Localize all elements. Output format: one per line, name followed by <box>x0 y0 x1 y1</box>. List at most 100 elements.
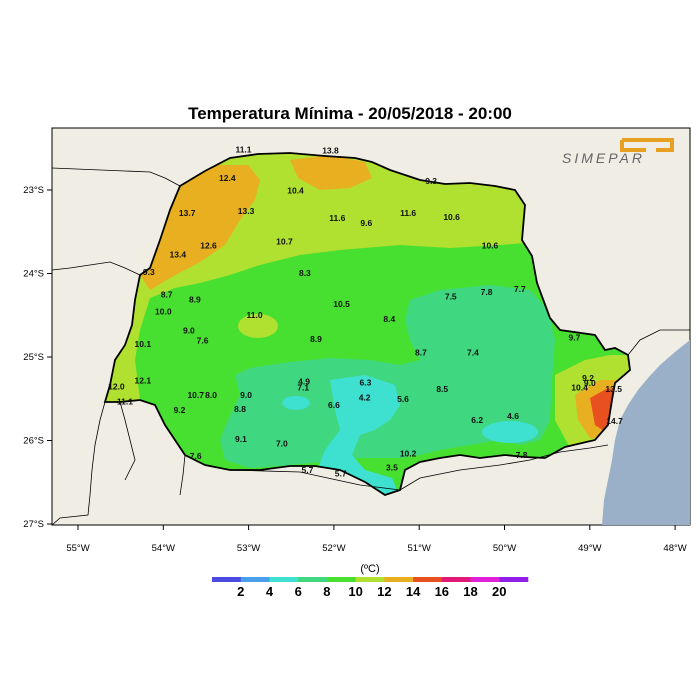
station-value-label: 7.4 <box>467 347 479 357</box>
station-value-label: 6.6 <box>328 400 340 410</box>
station-value-label: 11.6 <box>400 208 416 218</box>
colorbar-swatch <box>212 577 242 582</box>
station-value-label: 7.0 <box>276 438 288 448</box>
station-value-label: 9.0 <box>240 390 252 400</box>
station-value-label: 12.4 <box>219 173 236 183</box>
station-value-label: 12.6 <box>200 240 217 250</box>
station-value-label: 8.7 <box>161 290 173 300</box>
station-value-label: 13.8 <box>322 145 339 155</box>
field-6-8 <box>220 285 555 468</box>
colorbar-swatch <box>499 577 529 582</box>
logo-mark-icon <box>620 138 674 152</box>
station-value-label: 10.5 <box>333 299 350 309</box>
station-value-label: 6.3 <box>360 377 372 387</box>
station-value-label: 5.7 <box>302 465 314 475</box>
field-4-6-south <box>318 375 400 495</box>
station-value-label: 7.8 <box>516 450 528 460</box>
colorbar-tick-label: 10 <box>348 584 362 599</box>
station-value-label: 9.6 <box>360 218 372 228</box>
field-4-6-east <box>482 421 538 443</box>
station-value-label: 10.4 <box>287 185 304 195</box>
station-value-label: 13.7 <box>179 208 196 218</box>
station-value-label: 8.0 <box>205 390 217 400</box>
colorbar-tick-label: 18 <box>463 584 477 599</box>
station-value-label: 7.6 <box>197 336 209 346</box>
station-labels: 11.1 13.8 12.4 10.4 9.3 13.7 13.3 11.6 9.6 11.6 10… <box>108 144 623 478</box>
station-value-label: 11.6 <box>329 213 345 223</box>
field-4-6-west <box>282 396 310 410</box>
station-value-label: 9.7 <box>569 332 581 342</box>
y-tick-label: 24°S <box>23 269 44 280</box>
colorbar-swatch <box>298 577 328 582</box>
station-value-label: 3.5 <box>386 463 398 473</box>
station-value-label: 10.4 <box>571 382 588 392</box>
station-value-label: 7.5 <box>445 291 457 301</box>
map-title: Temperatura Mínima - 20/05/2018 - 20:00 <box>188 104 512 123</box>
boundary-lines <box>52 167 690 525</box>
station-value-label: 7.7 <box>514 284 526 294</box>
colorbar-unit-label: (ºC) <box>360 563 379 575</box>
y-tick-label: 27°S <box>23 519 44 530</box>
station-value-label: 9.0 <box>183 326 195 336</box>
station-value-label: 5.7 <box>335 468 347 478</box>
station-value-label: 8.7 <box>415 347 427 357</box>
x-tick-label: 49°W <box>578 543 601 554</box>
colorbar-tick-label: 20 <box>492 584 506 599</box>
axes: 55°W 54°W 53°W 52°W 51°W 50°W 49°W 48°W 23°S 24°S… <box>23 185 686 554</box>
station-value-label: 11.1 <box>235 144 251 154</box>
station-value-label: 6.2 <box>471 415 483 425</box>
x-tick-label: 52°W <box>322 543 345 554</box>
x-tick-label: 54°W <box>152 543 175 554</box>
station-value-label: 4.9 <box>298 377 310 387</box>
station-value-label: 9.2 <box>582 373 594 383</box>
parana-outline <box>103 152 631 496</box>
station-value-label: 7.1 <box>297 382 309 392</box>
station-value-label: 9.0 <box>584 378 596 388</box>
station-value-label: 10.2 <box>400 448 417 458</box>
y-tick-label: 23°S <box>23 185 44 196</box>
station-value-label: 10.7 <box>187 390 204 400</box>
x-tick-label: 55°W <box>66 543 89 554</box>
colorbar-swatch <box>240 577 270 582</box>
simepar-logo: SIMEPAR <box>562 138 674 166</box>
x-tick-label: 50°W <box>493 543 516 554</box>
colorbar-swatch <box>355 577 385 582</box>
station-value-label: 9.3 <box>425 176 437 186</box>
colorbar-tick-label: 4 <box>266 584 274 599</box>
station-value-label: 13.4 <box>170 250 187 260</box>
station-value-label: 10.6 <box>482 240 499 250</box>
colorbar-tick-label: 8 <box>323 584 330 599</box>
station-value-label: 9.3 <box>143 267 155 277</box>
station-value-label: 13.5 <box>605 384 622 394</box>
colorbar-swatch <box>413 577 443 582</box>
y-tick-label: 26°S <box>23 436 44 447</box>
station-value-label: 13.3 <box>238 206 255 216</box>
ocean <box>602 340 690 525</box>
colorbar-tick-label: 16 <box>435 584 449 599</box>
x-tick-label: 53°W <box>237 543 260 554</box>
colorbar-tick-label: 6 <box>295 584 302 599</box>
station-value-label: 10.7 <box>276 236 293 246</box>
station-value-label: 9.1 <box>235 434 247 444</box>
station-value-label: 8.8 <box>234 404 246 414</box>
colorbar-swatch <box>470 577 500 582</box>
station-value-label: 10.0 <box>155 306 172 316</box>
station-value-label: 12.1 <box>135 376 152 386</box>
logo-text: SIMEPAR <box>562 150 645 166</box>
station-value-label: 8.5 <box>436 384 448 394</box>
station-value-label: 7.6 <box>190 451 202 461</box>
x-tick-label: 48°W <box>663 543 686 554</box>
colorbar-swatch <box>326 577 356 582</box>
colorbar-tick-label: 12 <box>377 584 391 599</box>
station-value-label: 9.2 <box>174 405 186 415</box>
station-value-label: 14.7 <box>606 416 623 426</box>
field-10-12-spot <box>238 314 278 338</box>
colorbar-swatch <box>384 577 414 582</box>
station-value-label: 10.6 <box>443 212 460 222</box>
x-tick-label: 51°W <box>408 543 431 554</box>
colorbar: (ºC) 2 4 6 8 10 12 14 16 18 20 <box>212 563 529 599</box>
station-value-label: 4.2 <box>359 392 371 402</box>
colorbar-swatch <box>269 577 299 582</box>
station-value-label: 7.8 <box>481 287 493 297</box>
